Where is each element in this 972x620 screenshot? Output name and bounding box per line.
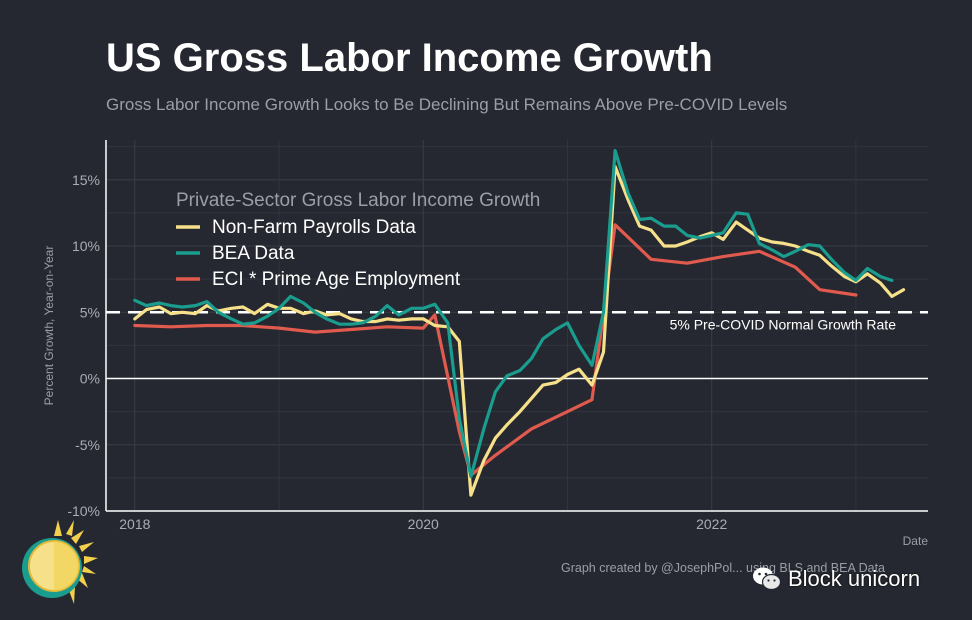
axes: 15% 10% 5% 0% -5% -10% 2018 2020 2022 Percent Gro…	[42, 140, 928, 548]
watermark: Block unicorn	[752, 566, 920, 592]
y-tick-label: 0%	[80, 371, 100, 387]
series-line-1	[133, 164, 906, 497]
x-axis-title: Date	[903, 534, 929, 548]
legend-entry-label: ECI * Prime Age Employment	[212, 269, 461, 290]
chart-credit: Graph created by @JosephPol... using BLS…	[561, 561, 885, 575]
page-subtitle: Gross Labor Income Growth Looks to Be De…	[106, 95, 788, 114]
series-line-2	[133, 149, 894, 479]
y-axis-title: Percent Growth, Year-on-Year	[42, 246, 56, 406]
legend: Private-Sector Gross Labor Income Growth…	[176, 190, 540, 290]
watermark-text: Block unicorn	[788, 566, 921, 591]
x-tick-label: 2022	[696, 516, 727, 532]
reference-line-label: 5% Pre-COVID Normal Growth Rate	[670, 316, 897, 332]
sun-logo-icon	[22, 520, 98, 604]
wechat-icon	[753, 567, 782, 591]
y-tick-label: -10%	[67, 503, 100, 519]
x-tick-label: 2020	[408, 516, 439, 532]
y-tick-label: 15%	[72, 172, 100, 188]
y-tick-label: 5%	[80, 304, 100, 320]
y-tick-label: -5%	[75, 437, 100, 453]
legend-entry-label: Non-Farm Payrolls Data	[212, 217, 416, 238]
legend-entry-label: BEA Data	[212, 243, 295, 264]
page-title: US Gross Labor Income Growth	[106, 36, 713, 80]
series-lines	[133, 149, 906, 497]
legend-title: Private-Sector Gross Labor Income Growth	[176, 190, 540, 211]
y-tick-label: 10%	[72, 238, 100, 254]
x-tick-label: 2018	[119, 516, 150, 532]
reference-lines: 5% Pre-COVID Normal Growth Rate	[106, 311, 928, 380]
